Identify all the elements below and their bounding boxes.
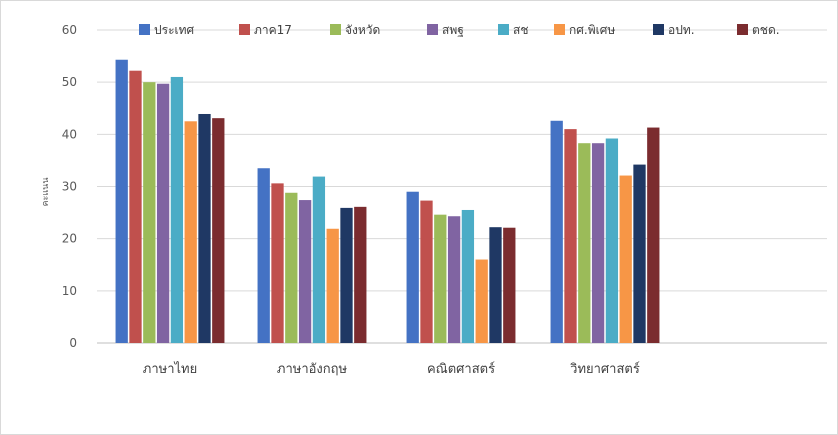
bar <box>619 175 632 343</box>
legend-swatch <box>427 24 438 35</box>
bar <box>503 227 516 343</box>
y-tick-label: 40 <box>62 127 77 141</box>
bar <box>129 70 142 343</box>
bar <box>420 200 433 343</box>
bars <box>115 59 660 344</box>
legend-label: ตชด. <box>752 23 780 37</box>
bar <box>298 200 312 343</box>
bar <box>591 143 605 343</box>
y-axis-label: คะแนน <box>41 178 51 207</box>
legend-swatch <box>498 24 509 35</box>
y-tick-label: 50 <box>62 75 77 89</box>
category-label: วิทยาศาสตร์ <box>569 361 639 377</box>
bar <box>406 191 419 343</box>
y-tick-label: 10 <box>62 284 77 298</box>
legend-swatch <box>139 24 150 35</box>
legend-swatch <box>239 24 250 35</box>
bar <box>461 209 475 343</box>
legend-label: สช <box>513 23 528 37</box>
bar <box>184 121 197 344</box>
legend-swatch <box>653 24 664 35</box>
legend-swatch <box>554 24 565 35</box>
legend: ประเทศ ภาค17 จังหวัด สพฐ สช กศ.พิเศษ อปท. ตชด. <box>139 23 780 37</box>
legend-label: ภาค17 <box>254 23 292 37</box>
category-labels: ภาษาไทย ภาษาอังกฤษ คณิตศาสตร์ วิทยาศาสตร์ <box>143 361 640 377</box>
bar <box>271 183 284 343</box>
bar <box>326 228 339 343</box>
legend-label: จังหวัด <box>345 23 380 37</box>
legend-label: กศ.พิเศษ <box>569 23 615 37</box>
y-tick-label: 30 <box>62 180 77 194</box>
bar <box>198 113 211 343</box>
y-tick-label: 20 <box>62 232 77 246</box>
y-tick-label: 60 <box>62 23 77 37</box>
legend-swatch <box>330 24 341 35</box>
bar <box>475 259 488 343</box>
bar <box>434 214 447 343</box>
legend-label: สพฐ <box>442 23 464 37</box>
category-label: ภาษาไทย <box>143 361 197 377</box>
category-label: ภาษาอังกฤษ <box>277 362 348 377</box>
legend-label: ประเทศ <box>154 23 195 37</box>
bar <box>489 227 502 343</box>
bar <box>578 143 591 343</box>
bar <box>285 192 298 343</box>
bar <box>647 127 660 343</box>
bar <box>354 206 367 343</box>
y-axis-ticks: 0 10 20 30 40 50 60 <box>62 23 77 350</box>
bar <box>170 76 184 343</box>
bar <box>115 59 128 344</box>
bar <box>212 118 225 343</box>
bar <box>633 164 646 343</box>
bar <box>550 120 563 344</box>
bar <box>143 82 156 344</box>
legend-label: อปท. <box>668 23 695 37</box>
bar <box>340 207 353 343</box>
category-label: คณิตศาสตร์ <box>427 361 495 377</box>
bar <box>447 216 461 343</box>
bar <box>156 83 170 344</box>
y-tick-label: 0 <box>69 336 77 350</box>
bar <box>312 176 326 343</box>
bar <box>605 138 619 343</box>
bar <box>257 168 270 343</box>
legend-swatch <box>737 24 748 35</box>
bar <box>564 129 577 343</box>
